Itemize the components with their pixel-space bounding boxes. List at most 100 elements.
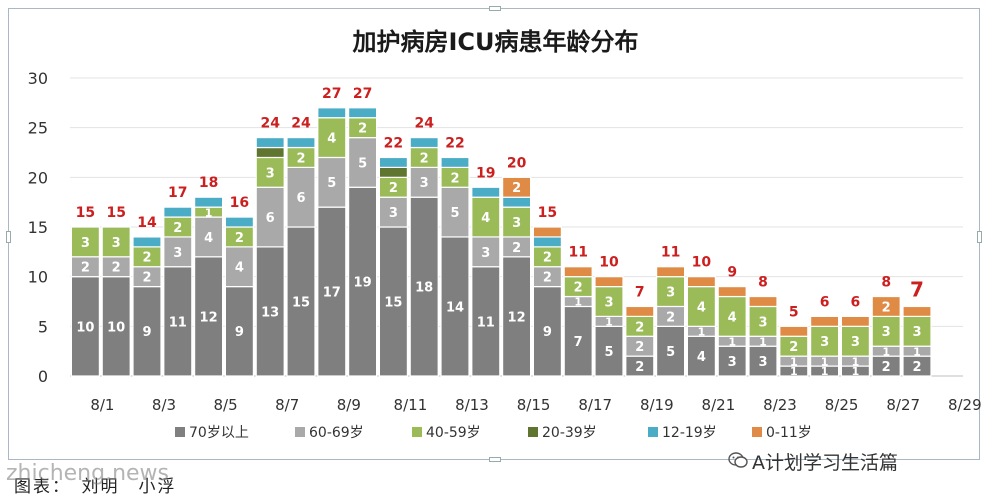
x-tick-label: 8/29	[948, 396, 982, 414]
data-label: 9	[235, 325, 244, 340]
data-label: 2	[296, 151, 305, 166]
bar-segment	[471, 196, 501, 238]
bar-segment	[686, 276, 717, 288]
data-label: 4	[235, 261, 244, 276]
data-label: 1	[759, 335, 767, 348]
bar-segment	[255, 146, 285, 159]
bar-segment	[779, 325, 809, 337]
data-label: 12	[200, 310, 218, 325]
y-tick-label: 25	[28, 119, 48, 138]
total-label: 20	[507, 155, 527, 171]
y-tick-label: 5	[38, 317, 48, 336]
total-label: 18	[199, 175, 218, 191]
bar-segment	[840, 325, 871, 357]
total-label: 15	[76, 205, 95, 221]
bar-segment	[286, 226, 316, 377]
resize-handle-left[interactable]	[6, 231, 11, 243]
data-label: 2	[789, 340, 798, 355]
bar-segment	[625, 305, 655, 318]
bar-segment	[655, 266, 686, 278]
data-label: 9	[142, 325, 151, 340]
data-label: 19	[354, 276, 372, 291]
data-label: 2	[81, 261, 90, 276]
x-tick-label: 8/13	[455, 396, 489, 414]
x-tick-label: 8/15	[517, 396, 551, 414]
resize-handle-top[interactable]	[489, 6, 501, 11]
data-label: 5	[604, 345, 613, 360]
data-label: 1	[728, 335, 736, 348]
total-label: 24	[260, 116, 280, 132]
wechat-icon	[728, 452, 748, 468]
bar-segment	[902, 305, 932, 318]
legend-swatch	[528, 427, 538, 437]
legend-label: 0-11岁	[766, 425, 812, 441]
data-label: 3	[266, 166, 275, 181]
data-label: 2	[574, 281, 583, 296]
bar-segment	[809, 325, 840, 357]
bar-segment	[409, 196, 439, 377]
total-label: 27	[322, 86, 341, 102]
total-label: 14	[137, 215, 157, 231]
x-tick-label: 8/21	[702, 396, 736, 414]
total-label: 8	[881, 275, 891, 291]
data-label: 2	[882, 300, 891, 315]
data-label: 13	[261, 305, 279, 320]
data-label: 2	[666, 310, 675, 325]
data-label: 1	[574, 296, 582, 309]
total-label: 24	[414, 116, 434, 132]
x-tick-label: 8/27	[886, 396, 920, 414]
data-label: 2	[912, 360, 921, 375]
data-label: 1	[790, 365, 798, 378]
stacked-bar-chart: 0510152025301023151023159221411321712411…	[28, 69, 982, 441]
bar-segment	[717, 345, 747, 377]
legend-swatch	[648, 427, 658, 437]
resize-handle-right[interactable]	[977, 231, 982, 243]
bar-segment	[378, 226, 408, 377]
data-label: 3	[882, 325, 891, 340]
data-label: 3	[728, 355, 737, 370]
legend-swatch	[412, 427, 422, 437]
x-tick-label: 8/1	[90, 396, 114, 414]
total-label: 11	[661, 245, 680, 261]
data-label: 5	[666, 345, 675, 360]
data-label: 3	[604, 295, 613, 310]
bar-segment	[194, 196, 224, 208]
bar-segment	[502, 176, 532, 198]
bar-segment	[532, 236, 563, 248]
bar-segment	[132, 236, 162, 248]
chart-title: 加护病房ICU病患年龄分布	[352, 28, 639, 56]
data-label: 1	[605, 316, 613, 329]
total-label: 7	[910, 277, 924, 301]
data-label: 2	[389, 181, 398, 196]
bar-segment	[317, 206, 347, 377]
resize-handle-bottom[interactable]	[489, 457, 501, 462]
bar-segment	[348, 107, 378, 119]
x-tick-label: 8/9	[337, 396, 361, 414]
legend-label: 20-39岁	[542, 425, 597, 441]
legend-label: 40-59岁	[426, 425, 481, 441]
data-label: 1	[205, 206, 213, 219]
total-label: 10	[599, 255, 619, 271]
bar-segment	[655, 325, 686, 377]
data-label: 2	[882, 360, 891, 375]
data-label: 2	[512, 241, 521, 256]
total-label: 15	[538, 205, 557, 221]
bar-segment	[594, 276, 624, 288]
y-tick-label: 10	[28, 268, 48, 287]
data-label: 2	[635, 340, 644, 355]
bar-segment	[163, 236, 193, 268]
data-label: 10	[76, 320, 94, 335]
data-label: 4	[697, 350, 706, 365]
data-label: 3	[420, 176, 429, 191]
bar-segment	[348, 186, 378, 377]
total-label: 19	[476, 165, 495, 181]
legend-swatch	[295, 427, 305, 437]
data-label: 2	[420, 151, 429, 166]
total-label: 7	[635, 284, 645, 300]
y-tick-label: 15	[28, 218, 48, 237]
data-label: 15	[384, 295, 402, 310]
data-label: 3	[758, 315, 767, 330]
data-label: 14	[446, 300, 464, 315]
total-label: 16	[230, 195, 249, 211]
x-tick-label: 8/19	[640, 396, 674, 414]
